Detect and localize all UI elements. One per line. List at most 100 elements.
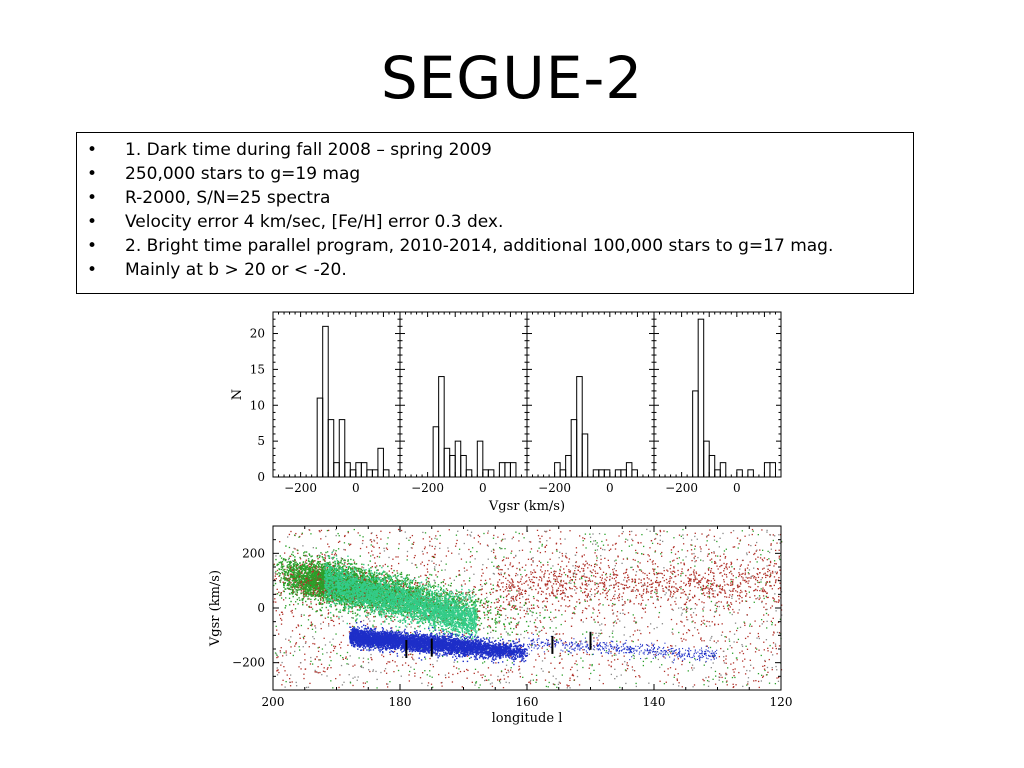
histogram-bar [708, 454, 716, 478]
histogram-bar [355, 462, 362, 478]
histogram-panel-frame [526, 311, 655, 478]
histogram-bar [327, 419, 335, 478]
bullet-list: • 1. Dark time during fall 2008 – spring … [77, 133, 913, 282]
histogram-bar [625, 462, 633, 478]
bullet-item: • 250,000 stars to g=19 mag [77, 162, 913, 186]
bullet-item: • Mainly at b > 20 or < -20. [77, 258, 913, 282]
histogram-bar [449, 454, 456, 478]
histogram-bar [570, 419, 578, 478]
y-tick-label: 10 [250, 398, 265, 412]
y-tick-label: 5 [257, 434, 265, 448]
histogram-bar [432, 426, 440, 478]
histogram-bar [504, 462, 511, 478]
bullet-marker: • [87, 140, 98, 160]
histogram-panel-frame [272, 311, 401, 478]
histogram-bar [747, 469, 754, 478]
histogram-bar [366, 469, 373, 478]
histogram-bar [719, 462, 727, 478]
histogram-bar [377, 447, 384, 478]
histogram-bar [509, 462, 517, 478]
histogram-bar [714, 469, 721, 478]
x-tick-label: 160 [516, 695, 539, 709]
histogram-bar [349, 469, 357, 478]
bullet-list-box: • 1. Dark time during fall 2008 – spring … [76, 132, 914, 294]
bullet-text: 1. Dark time during fall 2008 – spring 2… [125, 140, 492, 160]
x-tick-label: 180 [389, 695, 412, 709]
bullet-text: Velocity error 4 km/sec, [Fe/H] error 0.… [125, 212, 504, 232]
x-tick-label: 0 [352, 481, 360, 495]
histogram-bar [371, 469, 379, 478]
histogram-bar [763, 462, 771, 478]
bullet-item: • Velocity error 4 km/sec, [Fe/H] error 0… [77, 210, 913, 234]
histogram-bar [382, 469, 390, 478]
histogram-bar [603, 469, 611, 478]
scatter-points [273, 528, 783, 689]
bullet-marker: • [87, 236, 98, 256]
histogram-bar [487, 469, 495, 478]
histogram-bar [316, 397, 324, 478]
x-tick-label: 0 [606, 481, 614, 495]
histogram-bar [443, 447, 451, 478]
histogram-y-label: N [230, 389, 245, 400]
histogram-bar [476, 440, 484, 478]
y-tick-label: −200 [232, 656, 265, 670]
x-tick-label: 120 [770, 695, 793, 709]
histogram-bar [498, 462, 506, 478]
bullet-item: • 2. Bright time parallel program, 2010-2… [77, 234, 913, 258]
scatter-x-label: longitude l [492, 711, 563, 726]
y-tick-label: 15 [250, 362, 265, 376]
y-tick-label: 20 [250, 327, 265, 341]
bullet-text: 250,000 stars to g=19 mag [125, 164, 361, 184]
x-tick-label: −200 [284, 481, 317, 495]
histogram-bar [692, 390, 699, 478]
histogram-bar [344, 462, 351, 478]
histogram-bar [598, 469, 605, 478]
y-tick-label: 0 [257, 470, 265, 484]
histogram-bar [592, 469, 600, 478]
histogram-bar [438, 376, 445, 478]
histogram-bar [697, 318, 705, 478]
histogram-bar [338, 419, 346, 478]
bullet-text: R-2000, S/N=25 spectra [125, 188, 331, 208]
scatter-plot-frame [272, 525, 782, 691]
histogram-bar [576, 376, 583, 478]
histogram-bar [454, 440, 462, 478]
bullet-marker: • [87, 260, 98, 280]
x-tick-label: −200 [538, 481, 571, 495]
histogram-bar [554, 462, 561, 478]
histogram-bar [360, 462, 368, 478]
histogram-bar [465, 469, 473, 478]
histogram-bar [559, 469, 567, 478]
x-tick-label: 140 [643, 695, 666, 709]
histogram-bar [482, 469, 489, 478]
bullet-marker: • [87, 164, 98, 184]
histogram-bar [614, 469, 622, 478]
histogram-panel-frame [653, 311, 782, 478]
histogram-panel-frame [399, 311, 528, 478]
histogram-bar [736, 469, 743, 478]
x-tick-label: −200 [411, 481, 444, 495]
y-tick-label: 200 [242, 546, 265, 560]
scatter-plot-background [273, 526, 781, 690]
slide-title: SEGUE-2 [380, 44, 644, 112]
x-tick-label: 200 [262, 695, 285, 709]
histogram-bar [565, 454, 572, 478]
histogram-bar [769, 462, 776, 478]
histogram-bar [703, 440, 710, 478]
bullet-text: Mainly at b > 20 or < -20. [125, 260, 347, 280]
histogram-x-label: Vgsr (km/s) [488, 499, 565, 514]
bullet-marker: • [87, 212, 98, 232]
histogram-bar [333, 462, 340, 478]
histogram-bar [620, 469, 627, 478]
y-tick-label: 0 [257, 601, 265, 615]
scatter-y-label: Vgsr (km/s) [208, 570, 223, 647]
bullet-text: 2. Bright time parallel program, 2010-20… [125, 236, 834, 256]
x-tick-label: −200 [665, 481, 698, 495]
bullet-item: • R-2000, S/N=25 spectra [77, 186, 913, 210]
x-tick-label: 0 [733, 481, 741, 495]
histogram-bar [581, 433, 589, 478]
histogram-bar [631, 469, 638, 478]
bullet-item: • 1. Dark time during fall 2008 – spring … [77, 138, 913, 162]
bullet-marker: • [87, 188, 98, 208]
